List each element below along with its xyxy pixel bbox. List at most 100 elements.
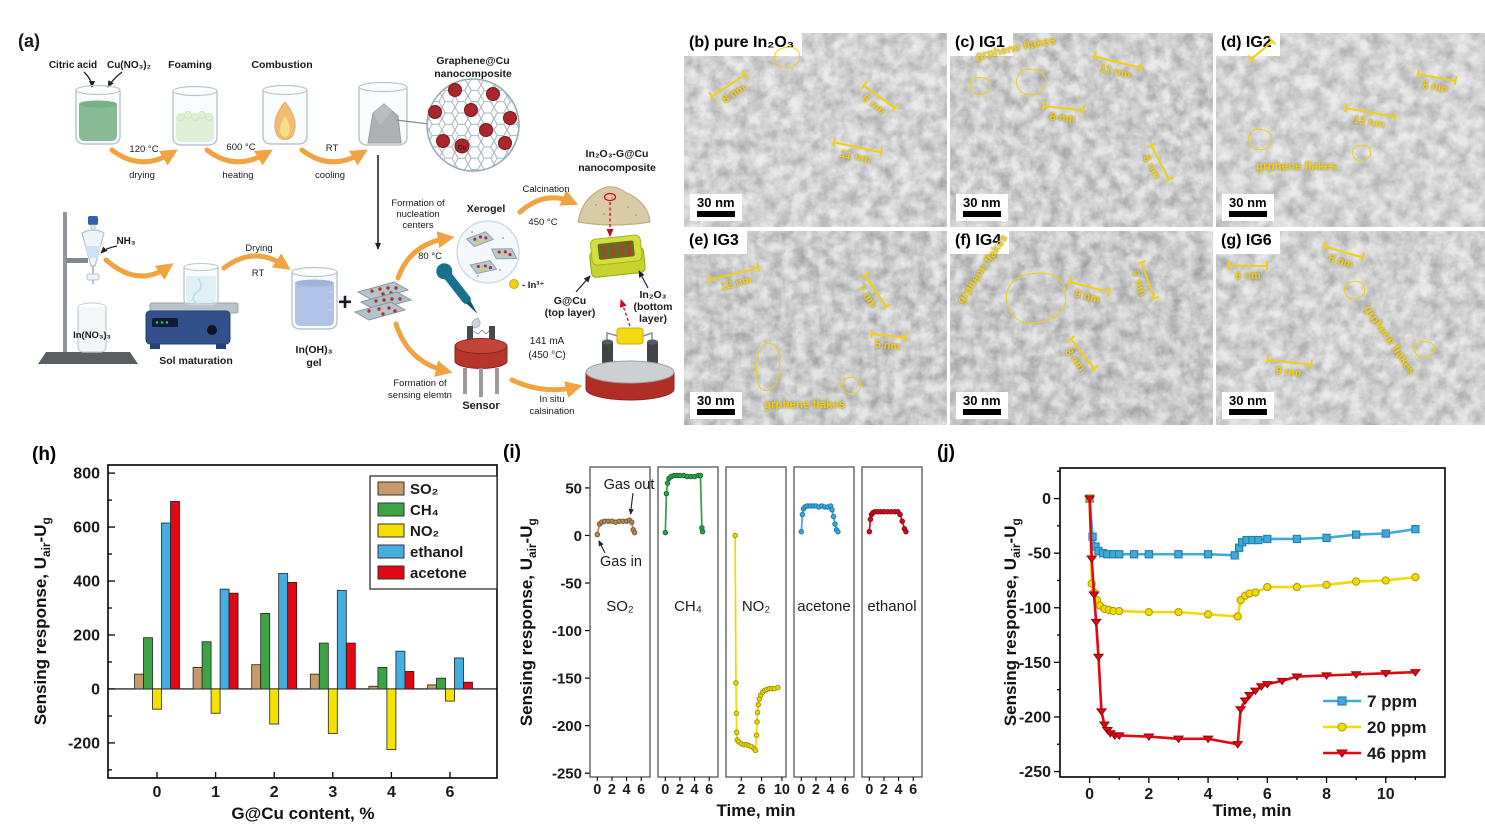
series-marker	[1172, 735, 1185, 744]
ylabel-sub-g: g	[1009, 518, 1024, 526]
tem-label-e: (e) IG3	[684, 231, 747, 254]
tick-label: 2	[1144, 786, 1153, 803]
stand-funnel-icon	[38, 212, 138, 364]
series-marker	[753, 732, 760, 738]
series-marker	[899, 518, 905, 524]
layered-chip-icon	[589, 234, 646, 278]
series-marker	[1098, 721, 1111, 730]
legend-label: SO₂	[410, 481, 438, 498]
gas-label-ethanol: ethanol	[867, 598, 916, 615]
series-marker	[1292, 582, 1302, 592]
tick-label: 4	[1204, 786, 1213, 803]
series-marker	[867, 516, 874, 523]
calcination-label: Calcination	[523, 184, 570, 195]
series-marker	[1239, 697, 1251, 706]
arrow-drying-rt-icon	[221, 253, 291, 271]
tick-label: -200	[68, 735, 100, 752]
tick-label: -50	[560, 576, 582, 593]
series-marker	[697, 472, 704, 479]
series-marker	[1203, 550, 1213, 559]
series-marker	[699, 528, 706, 535]
ylabel-text: -U	[30, 524, 50, 543]
line-chart-svg: 0 -50 -100 -150 -200 -250 0 2 4 6 8 10 7 ppm 20 ppm 46…	[1019, 467, 1446, 803]
series-marker	[830, 513, 837, 520]
tick-label: 4	[827, 782, 835, 798]
scale-bar-c: 30 nm	[956, 193, 1008, 221]
cu-core-label: Cu	[458, 145, 467, 152]
tick-label: -200	[552, 718, 582, 735]
tick-label: 6	[705, 782, 713, 798]
tick-label: 0	[865, 782, 873, 798]
scale-bar-g: 30 nm	[1222, 391, 1274, 419]
tick-label: 4	[623, 782, 631, 798]
series-marker	[631, 529, 638, 536]
sol-maturation-label: Sol maturation	[159, 355, 233, 367]
bar-SO₂-6	[427, 684, 437, 690]
scale-bar-text: 30 nm	[1229, 392, 1267, 408]
series-marker	[1144, 550, 1153, 559]
tick-label: 10	[1377, 786, 1395, 803]
arrow-drying-icon	[109, 147, 178, 166]
current-temp-label: (450 °C)	[528, 350, 565, 361]
chart-j-ylabel: Sensing response, Uair-Ug	[1001, 462, 1023, 782]
tick-label: 0	[574, 528, 582, 545]
series-marker	[664, 480, 671, 486]
nanosheets-icon	[353, 281, 413, 321]
series-marker	[798, 528, 805, 535]
scale-bar-d: 30 nm	[1222, 193, 1274, 221]
in-nitrate-label: In(NO₃)₃	[73, 330, 111, 341]
in2o3-gcu-label-2: nanocomposite	[578, 162, 656, 174]
series-marker	[1337, 722, 1347, 732]
schematic-svg: (a) Citric acid Cu(NO₃)₂ Foaming Combust…	[18, 31, 675, 417]
tem-panel-f: (f) IG4 30 nm grphene flakes 9 nm 7 nm 8 nm	[950, 231, 1213, 425]
in2o3-bottom-label-2: (bottom	[633, 301, 672, 313]
chart-h-xlabel: G@Cu content, %	[231, 804, 375, 823]
formation-nucleation-3: centers	[402, 220, 433, 231]
zoom-connector-line	[395, 119, 430, 125]
panel-a-schematic: (a) Citric acid Cu(NO₃)₂ Foaming Combust…	[0, 0, 684, 435]
scale-bar-text: 30 nm	[697, 194, 735, 210]
subplot-frame-SO₂	[589, 466, 651, 778]
plot-frame	[1059, 467, 1446, 778]
gas-in-annotation: Gas in	[600, 554, 642, 570]
chart-i: (i) Sensing response, Uair-Ug 50 0 -50 -100…	[500, 435, 930, 839]
ylabel-text: Sensing response, U	[30, 556, 50, 726]
series-marker	[866, 528, 873, 535]
subplot-frame-CH₄	[657, 466, 719, 778]
tick-label: 0	[91, 681, 100, 698]
tick-label: 2	[812, 782, 820, 798]
bar-NO₂-3	[327, 688, 338, 734]
tick-label: -200	[1019, 709, 1051, 726]
subplot-frame-ethanol	[861, 466, 923, 778]
series-marker	[1115, 550, 1124, 559]
gcu-callout-arrow-icon	[575, 275, 591, 293]
xerogel-icon	[456, 220, 520, 284]
inoh-label-2: gel	[306, 357, 321, 369]
series-marker	[1263, 582, 1272, 592]
series-marker	[1203, 610, 1213, 619]
in-ion-dot-icon	[509, 279, 519, 289]
bar-ethanol-2	[278, 573, 289, 690]
ylabel-text: Sensing response, U	[516, 557, 536, 727]
legend-label: 46 ppm	[1367, 744, 1427, 763]
foaming-label: Foaming	[168, 59, 212, 71]
stirrer-icon	[145, 302, 239, 349]
bar-ethanol-1	[219, 588, 230, 690]
sensor-device-icon	[585, 299, 675, 401]
tem-label-g: (g) IG6	[1216, 231, 1280, 254]
tick-label: 2	[270, 784, 279, 801]
measure-value: 5 nm	[874, 338, 901, 354]
gas-label-NO₂: NO₂	[742, 598, 771, 615]
tick-label: 0	[1085, 786, 1094, 803]
beaker-product-icon	[358, 81, 408, 146]
step3-name: cooling	[315, 170, 345, 181]
powder-mound-icon	[577, 186, 651, 226]
bar-ethanol-6	[454, 657, 464, 690]
series-marker	[1143, 733, 1155, 742]
current-label: 141 mA	[530, 336, 565, 347]
beaker-foam-icon	[172, 85, 218, 146]
ylabel-sub-g: g	[39, 517, 54, 525]
bar-NO₂-6	[445, 688, 455, 702]
gcu-top-label-2: (top layer)	[545, 307, 596, 319]
bar-NO₂-4	[386, 688, 397, 751]
